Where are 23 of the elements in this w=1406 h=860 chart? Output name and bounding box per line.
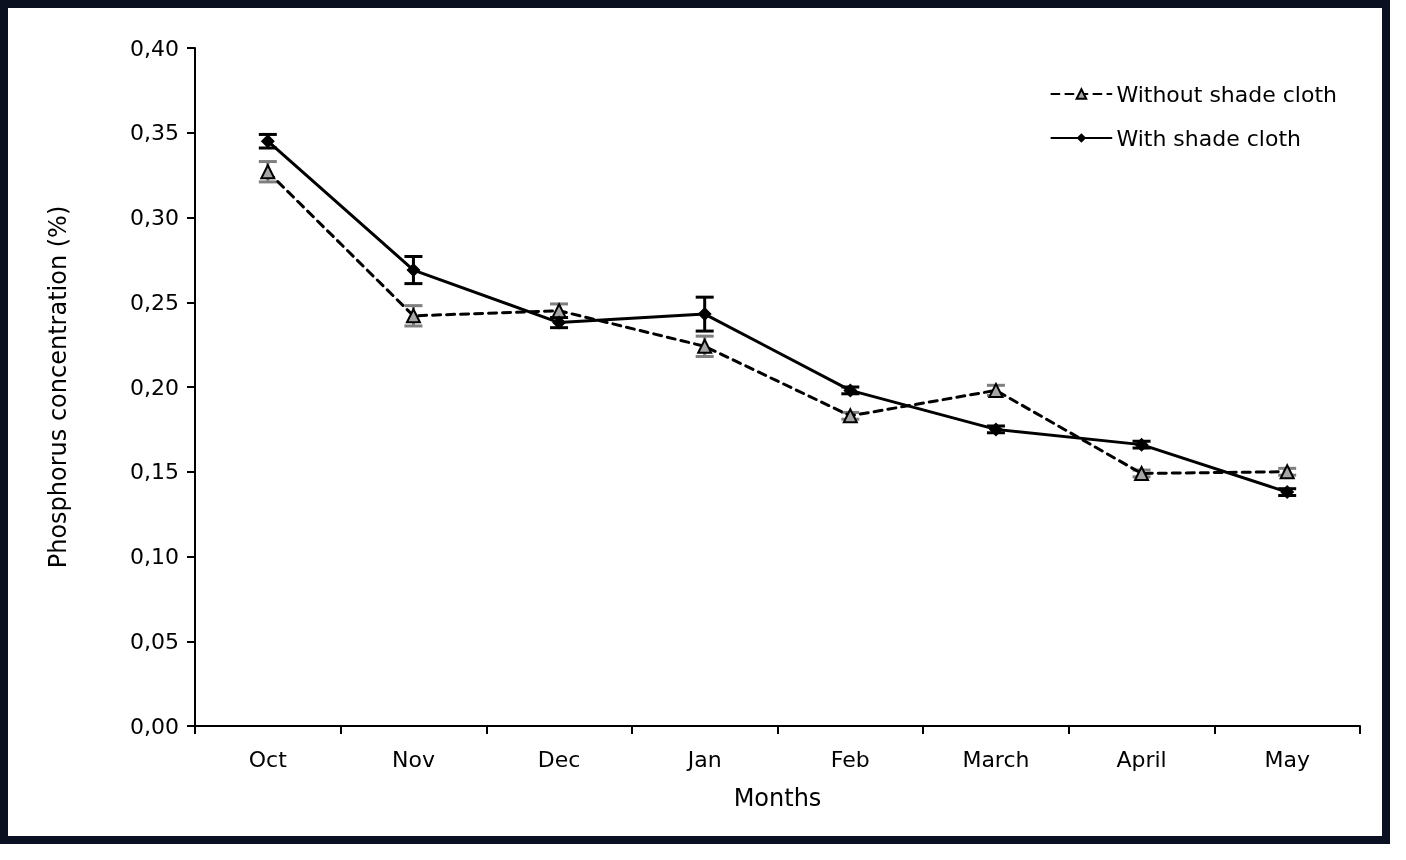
x-tick-label: April	[1116, 746, 1167, 772]
y-tick-label: 0,15	[130, 459, 179, 485]
point	[406, 263, 421, 278]
x-axis-title: Months	[733, 784, 822, 812]
y-tick-label: 0,40	[130, 35, 179, 61]
x-tick-label: Feb	[830, 746, 870, 772]
x-tick-label: March	[962, 746, 1030, 772]
y-tick-label: 0,20	[130, 374, 179, 400]
x-tick-label: Nov	[391, 746, 435, 772]
x-tick-label: May	[1264, 746, 1310, 772]
y-tick-label: 0,25	[130, 289, 179, 315]
y-tick-label: 0,30	[130, 205, 179, 230]
legend-label: Without shade cloth	[1116, 81, 1337, 107]
y-tick-label: 0,05	[130, 628, 179, 654]
y-tick-label: 0,00	[130, 713, 179, 739]
point	[697, 307, 712, 322]
x-tick-label: Oct	[248, 746, 288, 772]
x-tick-label: Jan	[685, 746, 722, 772]
y-tick-label: 0,35	[130, 120, 179, 146]
y-tick-label: 0,10	[130, 544, 179, 569]
y-axis-title: Phosphorus concentration (%)	[44, 205, 72, 569]
legend-label: With shade cloth	[1116, 125, 1301, 151]
x-tick-label: Dec	[537, 746, 581, 772]
